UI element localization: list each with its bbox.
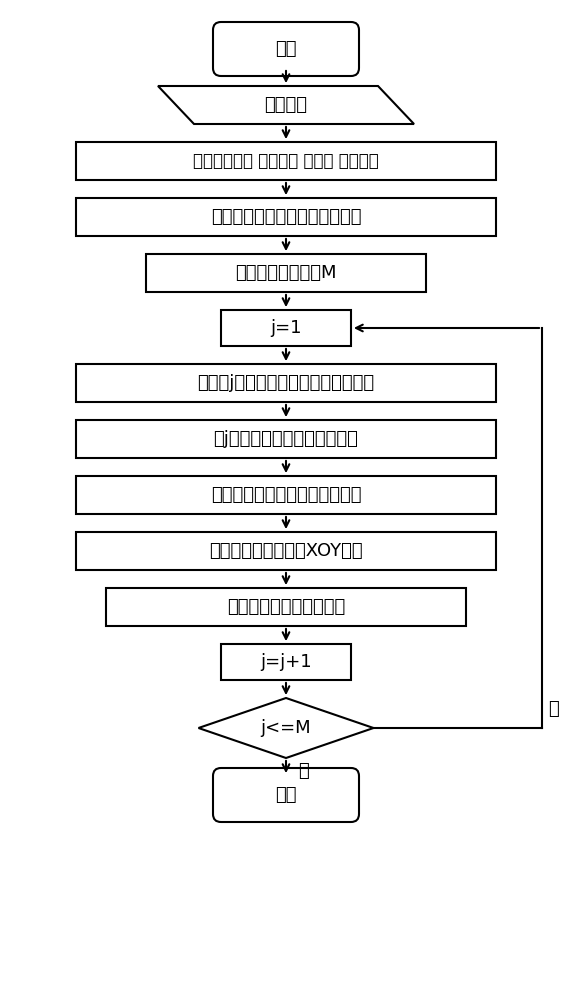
Text: 第j个里程处隊道断面点云分割: 第j个里程处隊道断面点云分割 (213, 430, 359, 448)
Bar (221, 644, 351, 680)
Text: 计算提取断面总数M: 计算提取断面总数M (235, 264, 337, 282)
Bar (76, 532, 496, 570)
Text: 隊道断面点云投影变换到法平面: 隊道断面点云投影变换到法平面 (210, 486, 362, 504)
Text: 获取断面特征点和特征线: 获取断面特征点和特征线 (227, 598, 345, 616)
Bar (76, 476, 496, 514)
Text: j=j+1: j=j+1 (260, 653, 312, 671)
Polygon shape (158, 86, 414, 124)
Text: 点云数据: 点云数据 (264, 96, 308, 114)
Text: 设置断面间隔 切割厚度 偏移量 角度间隔: 设置断面间隔 切割厚度 偏移量 角度间隔 (193, 152, 379, 170)
Text: 结束: 结束 (275, 786, 297, 804)
Text: 计算第j个里程处法向量和法平面系数: 计算第j个里程处法向量和法平面系数 (197, 374, 375, 392)
Text: 是: 是 (548, 700, 559, 718)
Bar (221, 310, 351, 346)
Bar (146, 254, 426, 292)
Bar (106, 588, 466, 626)
Text: 计算所有提取断面处的三维坐标: 计算所有提取断面处的三维坐标 (210, 208, 362, 226)
Text: j<=M: j<=M (261, 719, 311, 737)
Text: 否: 否 (298, 762, 309, 780)
Bar (76, 364, 496, 402)
Text: j=1: j=1 (270, 319, 302, 337)
Text: 开始: 开始 (275, 40, 297, 58)
Bar (76, 198, 496, 236)
Polygon shape (198, 698, 374, 758)
FancyBboxPatch shape (213, 768, 359, 822)
Text: 法平面上的点转换到XOY平面: 法平面上的点转换到XOY平面 (209, 542, 363, 560)
FancyBboxPatch shape (213, 22, 359, 76)
Bar (76, 420, 496, 458)
Bar (76, 142, 496, 180)
